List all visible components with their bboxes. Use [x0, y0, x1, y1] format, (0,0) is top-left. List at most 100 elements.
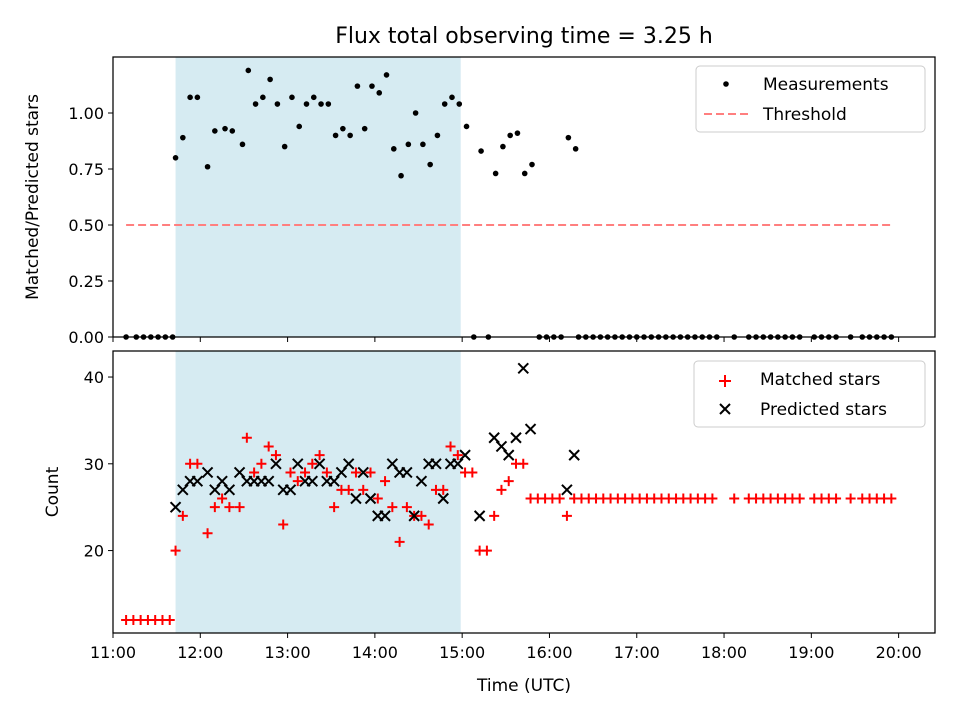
measurements-point [310, 94, 317, 101]
matched-stars-point [285, 467, 296, 478]
x-tick-label: 18:00 [701, 643, 747, 662]
x-tick-label: 19:00 [788, 643, 834, 662]
measurements-point [267, 76, 273, 83]
measurements-point [212, 128, 218, 134]
matched-stars-point [423, 519, 434, 530]
star-count-series [121, 362, 897, 625]
x-tick-label: 17:00 [614, 643, 660, 662]
predicted-stars-legend-label: Predicted stars [760, 400, 887, 420]
measurements-point [332, 132, 339, 139]
star-count-plot-frame [112, 350, 936, 634]
matched-stars-point [416, 510, 427, 521]
measurements-point [514, 130, 521, 136]
matched-stars-point [481, 545, 492, 556]
predicted-stars-point [201, 466, 214, 479]
x-tick-label: 15:00 [439, 643, 485, 662]
predicted-stars-point [510, 432, 522, 444]
matched-stars-point [358, 484, 369, 495]
predicted-stars-point [284, 484, 297, 496]
matched-stars-point [831, 493, 842, 504]
y-tick-label: 1.00 [68, 104, 104, 123]
y-tick-label: 0.50 [68, 216, 104, 235]
measurements-point [369, 83, 375, 89]
predicted-stars-point [350, 492, 362, 505]
matched-stars-point [467, 467, 478, 478]
matched-stars-point [350, 467, 361, 478]
matched-stars-point [241, 432, 252, 443]
measurements-point [500, 143, 506, 150]
measurements-point [529, 161, 535, 168]
measurements-point [229, 128, 236, 134]
measurements-point [194, 94, 201, 101]
x-tick-label: 16:00 [526, 643, 572, 662]
predicted-stars-point [364, 492, 377, 505]
x-axis-label: Time (UTC) [476, 676, 571, 696]
matched-stars-point [503, 476, 514, 487]
measurements-point [325, 101, 332, 107]
predicted-stars-point [430, 458, 442, 470]
measurements-point [204, 163, 211, 170]
star-count-legend-box [693, 360, 926, 428]
predicted-stars-point [415, 475, 428, 487]
matched-stars-point [794, 493, 805, 504]
matched-stars-point [209, 502, 220, 513]
matched-stars-point [177, 510, 188, 521]
matched-stars-point [292, 476, 303, 487]
matched-stars-point [380, 476, 391, 487]
measurements-point [565, 134, 572, 141]
measurements-point [347, 132, 353, 139]
y-tick-label: 0.00 [68, 328, 104, 347]
predicted-stars-point [459, 449, 471, 461]
x-tick-label: 12:00 [177, 643, 223, 662]
x-tick-label: 11:00 [90, 643, 136, 662]
flux-ratio-plot-frame [112, 56, 936, 338]
matched-stars-point [387, 502, 398, 513]
measurements-point [289, 94, 295, 101]
predicted-stars-point [524, 423, 537, 435]
x-tick-label: 14:00 [352, 643, 398, 662]
chart-title: Flux total observing time = 3.25 h [335, 24, 713, 49]
matched-stars-point [489, 510, 500, 521]
matched-stars-point [845, 493, 856, 504]
matched-stars-point [321, 467, 332, 478]
star-count-panel: 11:00 12:00 13:00 14:00 15:00 16:00 17:00 18:00… [43, 350, 936, 696]
flux-ratio-axes: 0.00 0.25 0.50 0.75 1.00 [68, 104, 900, 347]
star-count-legend: Matched stars Predicted stars [693, 360, 926, 428]
matched-stars-point [365, 467, 376, 478]
predicted-stars-point [342, 458, 355, 470]
measurements-point [303, 101, 310, 107]
observing-window-highlight [175, 351, 461, 633]
predicted-stars-legend-marker [719, 403, 731, 415]
y-tick-label: 40 [84, 368, 104, 387]
matched-stars-legend-marker [719, 375, 731, 387]
matched-stars-point [496, 484, 507, 495]
matched-stars-point [217, 493, 228, 504]
threshold-legend-label: Threshold [762, 105, 847, 125]
measurements-point [456, 101, 463, 107]
measurements-point [260, 94, 266, 101]
matched-stars-point [886, 493, 897, 504]
matched-stars-point [192, 458, 203, 469]
predicted-stars-point [437, 492, 449, 505]
matched-stars-point [256, 458, 267, 469]
measurements-point [412, 110, 419, 116]
measurements-point [252, 101, 259, 107]
y-tick-label: 30 [84, 455, 104, 474]
y-tick-label: 0.25 [68, 272, 104, 291]
matched-stars-point [554, 493, 565, 504]
measurements-point [507, 132, 513, 139]
observing-window-highlight [175, 57, 461, 337]
measurements-point [281, 143, 288, 150]
predicted-stars-point [262, 475, 275, 487]
matched-stars-point [343, 484, 354, 495]
predicted-stars-point [561, 484, 573, 496]
flux-ratio-panel: 0.00 0.25 0.50 0.75 1.00 Matched/Predicted s… [23, 56, 936, 347]
matched-stars-point [234, 502, 245, 513]
matched-stars-point [518, 458, 529, 469]
measurements-point [340, 125, 346, 132]
measurements-point [398, 172, 404, 179]
predicted-stars-point [379, 510, 391, 522]
predicted-stars-point [568, 449, 580, 461]
matched-stars-point [729, 493, 740, 504]
